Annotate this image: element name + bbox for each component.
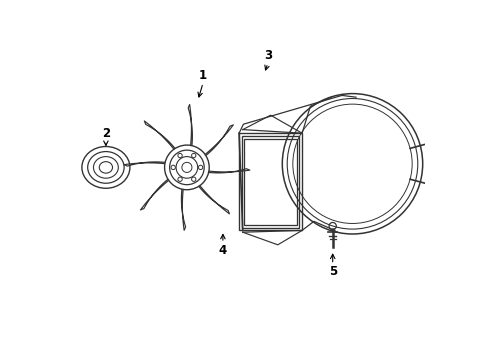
Circle shape — [164, 145, 209, 190]
Circle shape — [191, 153, 196, 158]
Polygon shape — [140, 178, 170, 210]
Text: 3: 3 — [264, 49, 271, 62]
Text: 4: 4 — [218, 244, 226, 257]
Circle shape — [294, 105, 410, 222]
Circle shape — [178, 177, 182, 181]
Polygon shape — [123, 162, 167, 166]
FancyArrowPatch shape — [427, 141, 429, 146]
Text: 2: 2 — [102, 127, 110, 140]
FancyArrowPatch shape — [427, 182, 429, 187]
Circle shape — [425, 181, 431, 187]
Polygon shape — [144, 121, 176, 151]
Bar — [239, 133, 302, 230]
Circle shape — [171, 165, 175, 170]
Polygon shape — [206, 169, 249, 173]
Circle shape — [198, 165, 203, 170]
Polygon shape — [197, 184, 229, 214]
Text: 1: 1 — [199, 69, 207, 82]
Bar — [244, 139, 296, 225]
Text: 5: 5 — [328, 265, 336, 278]
Polygon shape — [181, 186, 185, 230]
Circle shape — [191, 177, 196, 181]
Bar — [242, 136, 299, 228]
Circle shape — [178, 153, 182, 158]
Circle shape — [425, 140, 431, 146]
Polygon shape — [203, 125, 233, 157]
Polygon shape — [188, 104, 192, 148]
Circle shape — [182, 162, 192, 172]
